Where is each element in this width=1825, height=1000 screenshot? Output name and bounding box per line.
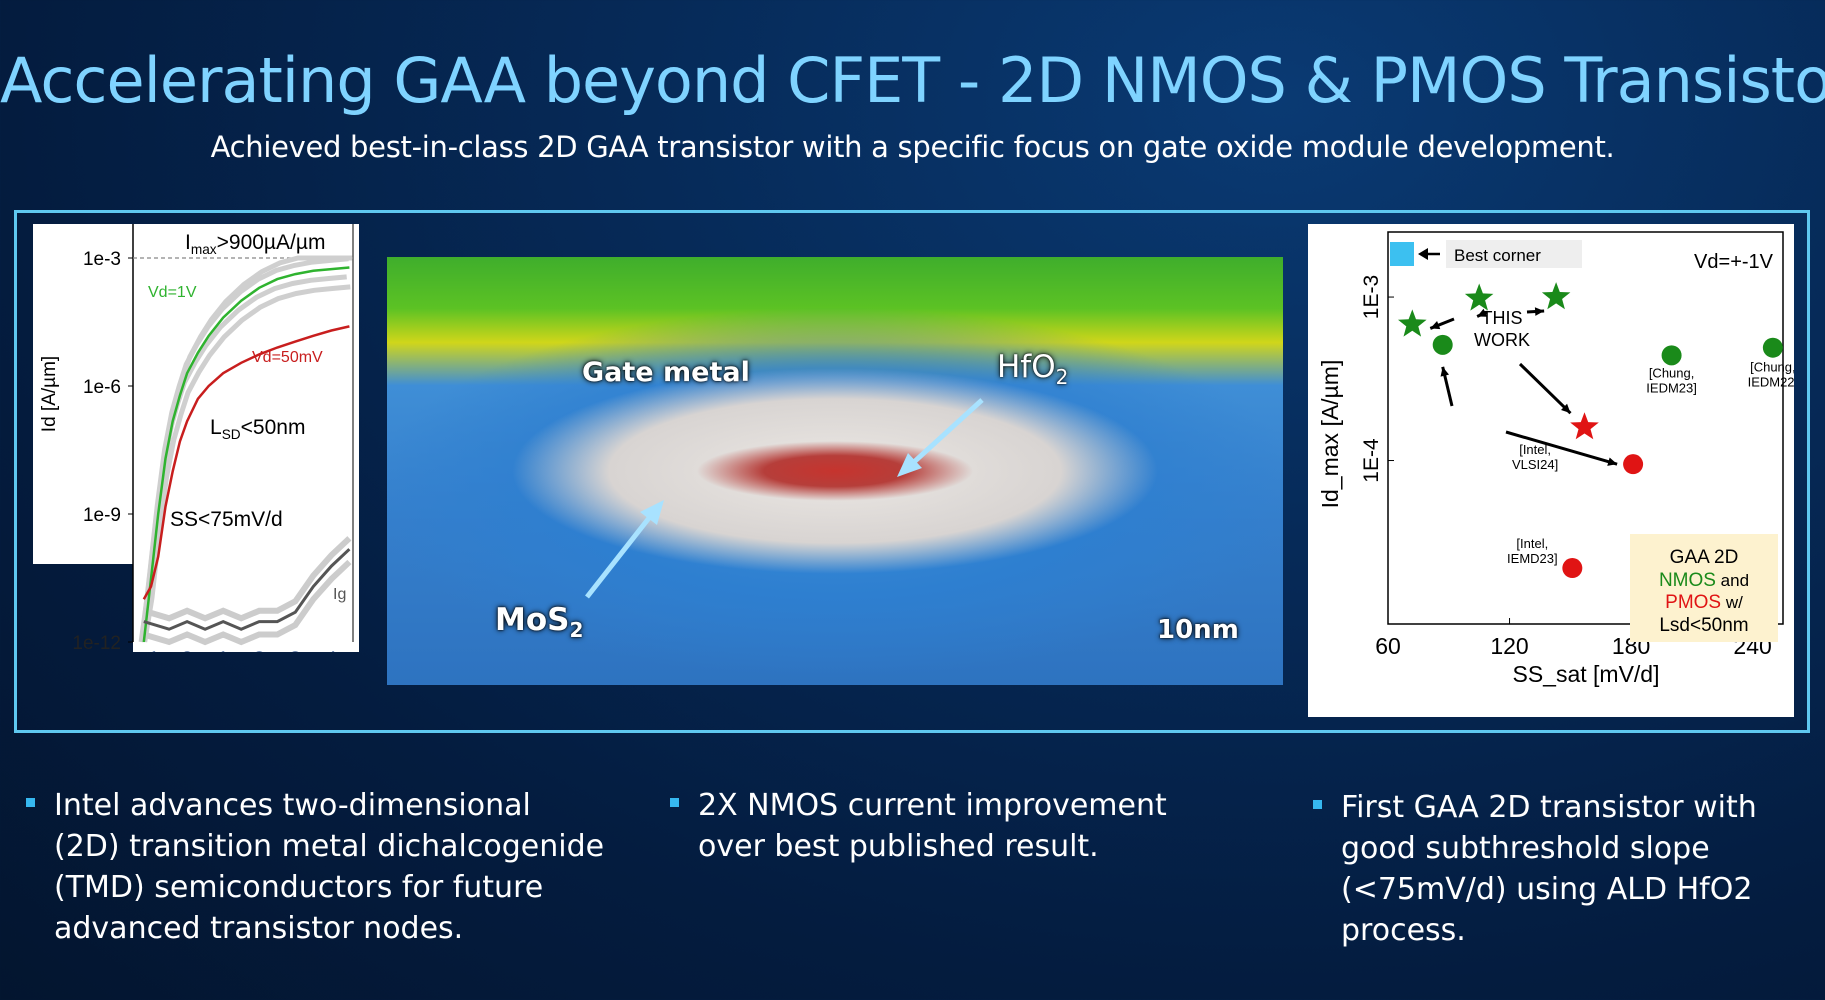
- series-line-ig: [143, 548, 351, 631]
- legend-line2: NMOS and: [1659, 570, 1749, 591]
- best-corner-marker: [1390, 242, 1414, 266]
- data-point-nmos-star: [1464, 283, 1494, 311]
- best-corner-label-bg: [1446, 240, 1582, 268]
- y-axis-panel: [33, 224, 133, 564]
- bullet-line: (TMD) semiconductors for future: [54, 870, 544, 905]
- bullet-marker-icon: [670, 798, 679, 807]
- y-tick-label: 1E-4: [1360, 438, 1383, 483]
- this-work-arrowhead: [1561, 403, 1571, 414]
- series-label-vd-50mv: Vd=50mV: [252, 349, 323, 366]
- gate-leak-spread-curve: [142, 536, 352, 622]
- device-spread-curve: [142, 284, 351, 643]
- mos2-arrow: [585, 516, 651, 599]
- x-tick-label: 4: [326, 648, 336, 652]
- series-label-ig: Ig: [333, 586, 346, 603]
- id-vg-chart: 1e-31e-61e-91e-12-101234VG [V]Id [A/µm]I…: [33, 224, 359, 691]
- condition-label: Vd=+-1V: [1694, 251, 1774, 273]
- gate-metal-label: Gate metal: [582, 357, 750, 388]
- bullet-line: (2D) transition metal dichalcogenide: [54, 829, 605, 864]
- mos2-arrowhead: [640, 500, 664, 525]
- x-tick-label: 3: [290, 648, 300, 652]
- plot-border: [1387, 231, 1784, 625]
- legend-line3: PMOS w/: [1665, 592, 1743, 613]
- this-work-arrowhead: [1607, 457, 1618, 466]
- data-point-label: IEDM22]: [1748, 375, 1794, 390]
- y-tick-label: 1E-3: [1360, 275, 1383, 319]
- data-point-label: IEDM23]: [1646, 380, 1697, 395]
- this-work-arrow: [1505, 430, 1618, 466]
- x-tick-label: -1: [143, 648, 159, 652]
- hfo2-arrow: [912, 398, 984, 464]
- data-point-pmos-star: [1570, 412, 1599, 440]
- data-point-pmos-circle: [1562, 558, 1583, 579]
- data-point-label: VLSI24]: [1512, 457, 1558, 472]
- best-corner-label: Best corner: [1454, 246, 1541, 265]
- tem-arrows: [585, 398, 984, 599]
- x-tick-label: 120: [1490, 633, 1528, 659]
- best-corner-arrowhead: [1418, 248, 1428, 260]
- y-tick-label: 1e-9: [83, 505, 121, 526]
- gate-leak-spread-curve: [142, 559, 352, 646]
- figure-frame: [14, 210, 1810, 733]
- y-axis-label: Id_max [A/µm]: [1317, 360, 1343, 509]
- idmax-ss-chart: 60 120 180 240 SS_sat [mV/d] 1E-3 1E-4 Id_max […: [1308, 224, 1798, 717]
- ss-annotation: SS<75mV/d: [170, 508, 283, 531]
- data-point-nmos-circle: [1762, 337, 1783, 358]
- this-work-arrowhead: [1534, 307, 1545, 316]
- this-work-label-line1: THIS: [1481, 308, 1522, 328]
- data-point-label: [Intel,: [1519, 442, 1551, 457]
- bullet-marker-icon: [26, 798, 35, 807]
- id-vg-chart-svg: 1e-31e-61e-91e-12-101234VG [V]Id [A/µm]I…: [33, 224, 359, 691]
- x-tick-label: 2: [254, 648, 264, 652]
- bullet-marker-icon: [1313, 800, 1322, 809]
- data-point-label: [Chung,: [1649, 365, 1695, 380]
- tem-image: Gate metal HfO2 MoS2 10nm: [387, 257, 1283, 685]
- bullet-line: over best published result.: [698, 829, 1099, 864]
- scale-bar-label: 10nm: [1157, 615, 1239, 645]
- bullet-line: 2X NMOS current improvement: [698, 788, 1167, 823]
- bullet-line: (<75mV/d) using ALD HfO2: [1341, 872, 1753, 907]
- data-point-nmos-circle: [1661, 345, 1682, 366]
- series-label-vd-1v: Vd=1V: [148, 284, 197, 301]
- x-axis-label: SS_sat [mV/d]: [1512, 661, 1659, 687]
- legend-line4: Lsd<50nm: [1659, 615, 1748, 636]
- this-work-arrowhead: [1430, 321, 1441, 330]
- imax-annotation: Imax>900µA/µm: [185, 231, 325, 257]
- data-point-label: IEMD23]: [1507, 551, 1558, 566]
- hfo2-arrowhead: [897, 453, 922, 477]
- this-work-arrowhead: [1440, 366, 1450, 377]
- legend-line1: GAA 2D: [1670, 547, 1739, 568]
- y-tick-label: 1e-6: [83, 377, 121, 398]
- bullet-line: advanced transistor nodes.: [54, 911, 464, 946]
- data-point-pmos-circle: [1623, 454, 1644, 475]
- bullet-line: First GAA 2D transistor with: [1341, 790, 1757, 825]
- y-tick-label: 1e-12: [72, 633, 121, 652]
- series-line-vd-50mv: [142, 325, 350, 600]
- data-point-nmos-star: [1398, 309, 1427, 337]
- data-point-nmos-circle: [1432, 334, 1453, 355]
- data-point-label: [Intel,: [1516, 536, 1548, 551]
- mos2-label: MoS2: [495, 602, 584, 643]
- this-work-arrowhead: [1477, 308, 1488, 317]
- bullet-line: process.: [1341, 913, 1466, 948]
- bullet-line: Intel advances two-dimensional: [54, 788, 531, 823]
- page-subtitle: Achieved best-in-class 2D GAA transistor…: [210, 130, 1615, 164]
- page-title: Accelerating GAA beyond CFET - 2D NMOS &…: [0, 44, 1825, 117]
- x-tick-label: 0: [182, 648, 192, 652]
- x-tick-label: 60: [1375, 633, 1401, 659]
- data-point-nmos-star: [1541, 282, 1571, 310]
- series-line-vd-1v: [142, 266, 350, 643]
- bullet-line: good subthreshold slope: [1341, 831, 1710, 866]
- x-tick-label: 1: [218, 648, 228, 652]
- y-axis-label: Id [A/µm]: [39, 356, 60, 432]
- legend-box: [1630, 534, 1778, 642]
- this-work-label-line2: WORK: [1474, 330, 1530, 350]
- y-tick-label: 1e-3: [83, 249, 121, 270]
- data-point-label: [Chung,: [1750, 360, 1794, 375]
- this-work-arrow: [1518, 362, 1572, 415]
- hfo2-label: HfO2: [997, 349, 1069, 390]
- lsd-annotation: LSD<50nm: [210, 416, 305, 442]
